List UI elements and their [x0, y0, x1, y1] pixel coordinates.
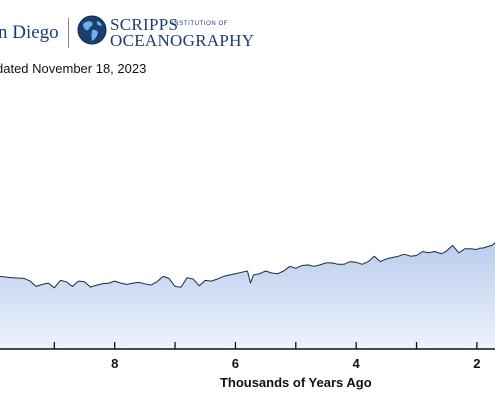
globe-icon	[77, 15, 107, 45]
area-fill	[0, 242, 495, 349]
x-axis-title: Thousands of Years Ago	[220, 375, 372, 390]
logo-divider	[68, 18, 69, 48]
x-tick-label: 2	[473, 356, 480, 371]
scripps-logo-institution: INSTITUTION OF	[172, 21, 229, 27]
series-line	[0, 242, 495, 289]
updated-date: dated November 18, 2023	[0, 61, 147, 76]
uc-san-diego-logo-text: n Diego	[0, 22, 59, 43]
scripps-logo-line2: OCEANOGRAPHY	[110, 31, 255, 50]
x-tick-label: 6	[232, 356, 239, 371]
x-tick-label: 4	[353, 356, 361, 371]
scripps-logo-line1: SCRIPPS	[110, 15, 179, 34]
x-tick-label: 8	[111, 356, 118, 371]
